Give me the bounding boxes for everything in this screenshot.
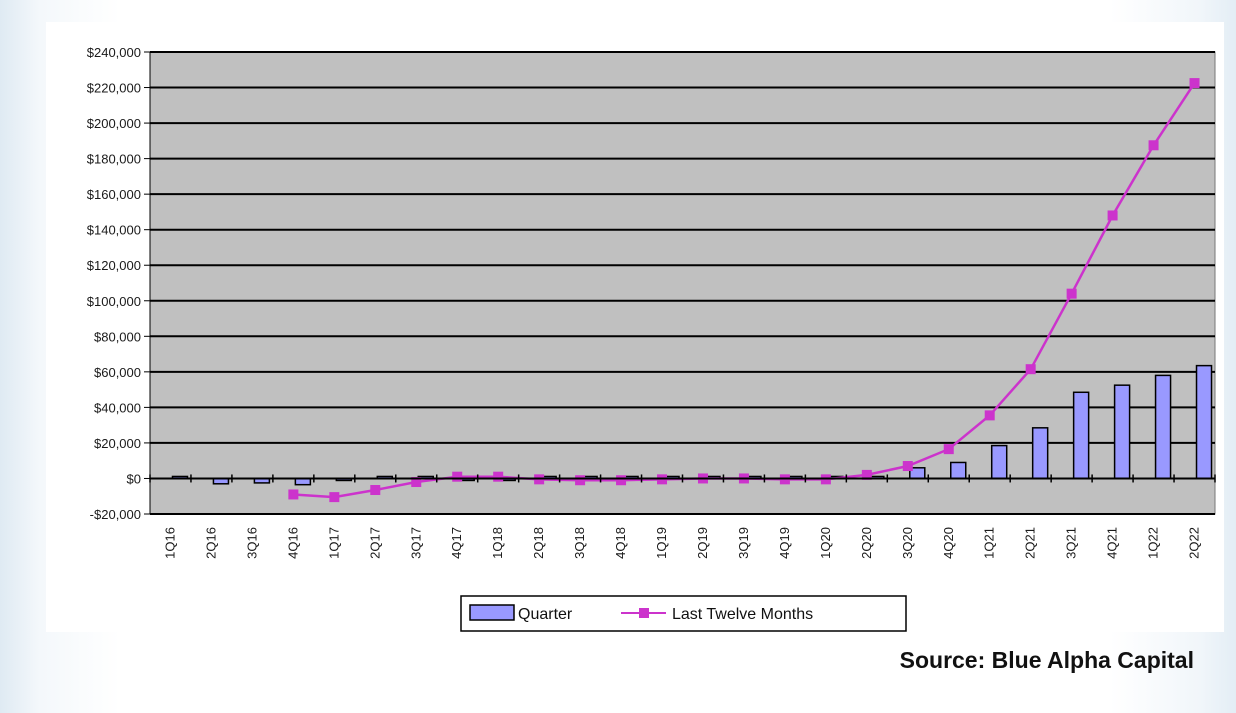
- x-axis: 1Q16 2Q16 3Q16 4Q16 1Q17 2Q17 3Q17 4Q17 1Q18 2Q18…: [149, 474, 1216, 559]
- y-tick-label: $200,000: [87, 116, 141, 131]
- x-tick-label: 3Q16: [244, 527, 259, 559]
- x-tick-label: 3Q17: [408, 527, 423, 559]
- y-tick-label: $40,000: [94, 400, 141, 415]
- ltm-point-1Q21: [984, 410, 995, 421]
- legend-swatch-quarter: [469, 604, 515, 621]
- y-tick-label: $220,000: [87, 81, 141, 96]
- x-tick-label: 3Q18: [572, 527, 587, 559]
- y-tick-label: $0: [127, 471, 141, 486]
- ltm-point-2Q22: [1189, 78, 1200, 89]
- y-tick-label: $160,000: [87, 187, 141, 202]
- bar-quarter-4Q21: [1113, 384, 1131, 480]
- ltm-point-3Q17: [411, 477, 422, 488]
- ltm-point-4Q18: [616, 475, 627, 486]
- ltm-point-3Q18: [575, 475, 586, 486]
- y-axis: -$20,000 $0 $20,000 $40,000 $60,000 $80,000 $1…: [87, 45, 151, 522]
- x-tick-label: 2Q21: [1023, 527, 1038, 559]
- y-tick-label: $20,000: [94, 436, 141, 451]
- bar-quarter-2Q22: [1195, 364, 1213, 480]
- legend: Quarter Last Twelve Months: [460, 595, 907, 632]
- bar-quarter-1Q22: [1154, 374, 1172, 480]
- ltm-point-4Q21: [1107, 210, 1118, 221]
- y-tick-label: $180,000: [87, 152, 141, 167]
- y-tick-label: $60,000: [94, 365, 141, 380]
- legend-box: [460, 595, 907, 632]
- x-tick-label: 4Q18: [613, 527, 628, 559]
- gridlines: [150, 51, 1215, 515]
- x-tick-label: 4Q21: [1105, 527, 1120, 559]
- ltm-point-2Q21: [1025, 364, 1036, 375]
- legend-label-quarter: Quarter: [518, 606, 573, 623]
- x-tick-label: 1Q20: [818, 527, 833, 559]
- x-tick-label: 3Q21: [1064, 527, 1079, 559]
- x-tick-label: 4Q16: [285, 527, 300, 559]
- ltm-point-1Q22: [1148, 140, 1159, 151]
- x-tick-label: 3Q20: [900, 527, 915, 559]
- y-tick-label: $100,000: [87, 294, 141, 309]
- y-tick-label: $120,000: [87, 258, 141, 273]
- bar-quarter-4Q20: [950, 461, 967, 480]
- y-tick-label: $240,000: [87, 45, 141, 60]
- bar-quarter-1Q21: [990, 444, 1008, 480]
- x-tick-label: 1Q22: [1146, 527, 1161, 559]
- x-tick-label: 2Q18: [531, 527, 546, 559]
- x-tick-label: 4Q17: [449, 527, 464, 559]
- x-tick-label: 2Q17: [367, 527, 382, 559]
- y-tick-label: -$20,000: [90, 507, 141, 522]
- x-tick-label: 1Q16: [162, 527, 177, 559]
- bar-quarter-2Q21: [1031, 427, 1049, 480]
- legend-swatch-marker: [639, 608, 649, 618]
- ltm-point-4Q16: [288, 489, 299, 500]
- x-tick-label: 1Q18: [490, 527, 505, 559]
- x-tick-label: 1Q17: [326, 527, 341, 559]
- ltm-point-2Q17: [370, 485, 381, 496]
- x-tick-label: 2Q16: [203, 527, 218, 559]
- ltm-point-4Q17: [452, 471, 463, 482]
- ltm-point-2Q20: [861, 469, 872, 480]
- x-tick-label: 1Q19: [654, 527, 669, 559]
- x-tick-label: 4Q19: [777, 527, 792, 559]
- ltm-point-3Q21: [1066, 288, 1077, 299]
- ltm-point-3Q20: [902, 461, 913, 472]
- bar-quarter-3Q21: [1072, 391, 1090, 480]
- x-tick-label: 2Q20: [859, 527, 874, 559]
- ltm-point-1Q18: [493, 471, 504, 482]
- plot-area: [149, 51, 1216, 515]
- x-tick-label: 2Q22: [1187, 527, 1202, 559]
- ltm-point-4Q20: [943, 444, 954, 455]
- y-tick-label: $80,000: [94, 329, 141, 344]
- x-tick-label: 4Q20: [941, 527, 956, 559]
- source-caption: Source: Blue Alpha Capital: [900, 647, 1194, 673]
- x-tick-label: 1Q21: [982, 527, 997, 559]
- y-tick-label: $140,000: [87, 223, 141, 238]
- x-tick-label: 2Q19: [695, 527, 710, 559]
- x-tick-label: 3Q19: [736, 527, 751, 559]
- legend-label-ltm: Last Twelve Months: [672, 606, 813, 623]
- ltm-point-1Q17: [329, 492, 340, 503]
